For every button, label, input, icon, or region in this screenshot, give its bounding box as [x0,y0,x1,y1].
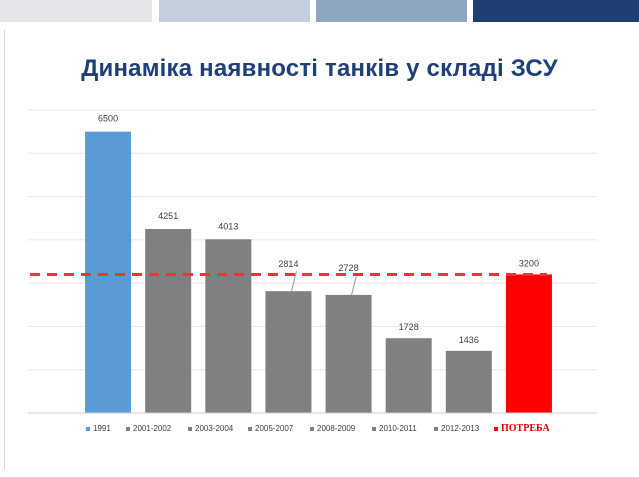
legend-label: 2005-2007 [255,424,294,433]
data-label: 3200 [519,258,539,268]
legend-swatch [188,427,192,431]
legend-swatch [310,427,314,431]
bar-6 [385,338,432,413]
legend-label: 2008-2009 [317,424,356,433]
legend-label: 2001-2002 [133,424,172,433]
legend-swatch [248,427,252,431]
bar-2 [145,228,192,413]
bar-5 [325,294,372,413]
chart-title: Динаміка наявності танків у складі ЗСУ [81,55,558,82]
legend-swatch [434,427,438,431]
legend-swatch [86,427,90,431]
header-strip-2 [159,0,310,22]
legend-swatch [372,427,376,431]
header-strip-4 [473,0,639,22]
legend-label: 1991 [93,424,111,433]
bar-4 [265,291,312,413]
leader-line [351,274,358,296]
header-strip-1 [0,0,152,22]
data-label: 1728 [399,322,419,332]
data-label: 4013 [218,221,238,231]
leader-line [290,271,297,292]
legend-label: 2012-2013 [441,424,480,433]
legend-label: 2010-2011 [379,424,417,433]
left-divider [4,30,5,470]
bar-8 [505,274,552,413]
legend-label: ПОТРЕБА [501,423,550,434]
legend-swatch [126,427,130,431]
data-label: 6500 [98,114,118,124]
legend-label: 2003-2004 [195,424,234,433]
data-label: 2728 [339,263,359,273]
data-label: 2814 [278,259,298,269]
data-label: 1436 [459,335,479,345]
bar-7 [445,350,492,413]
bar-3 [205,239,252,413]
legend-swatch [494,427,498,431]
bar-1 [85,131,132,413]
header-strip-3 [316,0,467,22]
data-label: 4251 [158,211,178,221]
